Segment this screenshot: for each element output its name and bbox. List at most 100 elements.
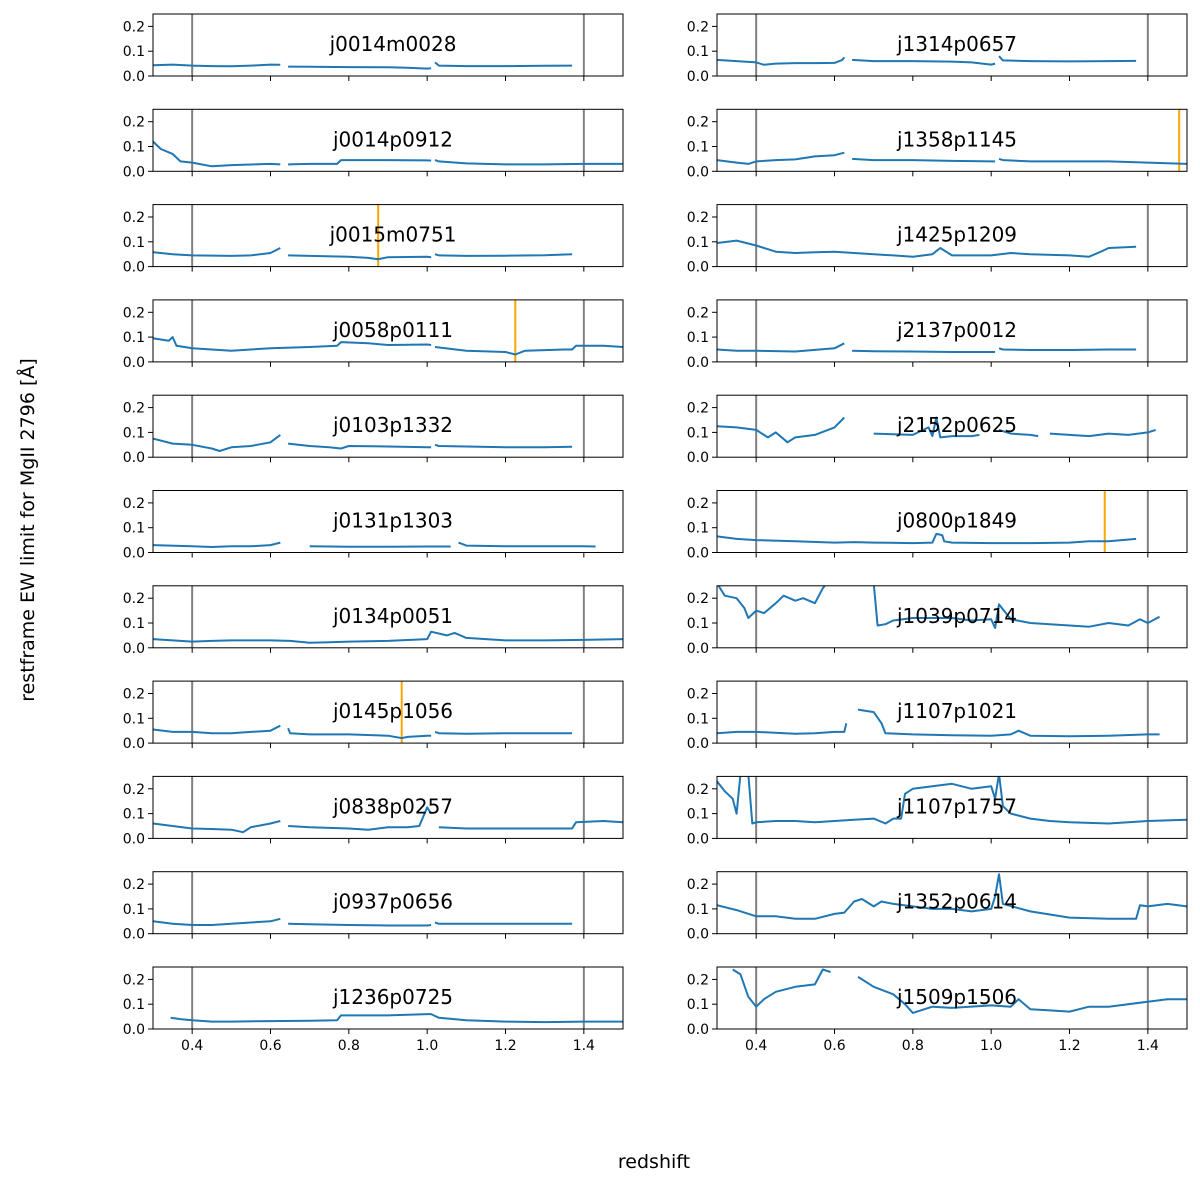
y-tick-label: 0.0 xyxy=(123,260,145,276)
y-tick-label: 0.0 xyxy=(687,69,709,85)
y-tick-label: 0.1 xyxy=(123,235,145,251)
panel-frame xyxy=(152,204,624,268)
y-axis-title: restframe EW limit for MgII 2796 [Å] xyxy=(16,358,39,702)
x-tick-label: 0.4 xyxy=(181,1038,203,1054)
panel-frame xyxy=(716,585,1188,649)
series-line xyxy=(287,442,432,450)
series-line xyxy=(153,630,623,644)
series-line xyxy=(153,434,281,452)
y-tick-label: 0.0 xyxy=(687,736,709,752)
panel-frame xyxy=(716,299,1188,363)
panel-title: j0838p0257 xyxy=(332,794,453,818)
series-line xyxy=(288,65,432,70)
panel-j1509p1506: 0.0 0.1 0.2 0.4 0.6 0.8 1.0 1.2 1.4 j1509p1506 xyxy=(687,966,1188,1054)
series-line xyxy=(852,58,996,66)
series-line xyxy=(434,730,573,735)
series-line xyxy=(717,585,827,619)
plot-area xyxy=(717,14,1149,76)
plot-area xyxy=(153,14,585,76)
panel-title: j1236p0725 xyxy=(332,985,453,1009)
panel-title: j1352p0614 xyxy=(896,890,1017,914)
plot-area xyxy=(170,967,623,1029)
series-line xyxy=(998,55,1137,63)
series-line xyxy=(717,873,1187,920)
y-tick-label: 0.0 xyxy=(123,164,145,180)
series-line xyxy=(309,545,451,548)
series-line xyxy=(434,921,573,925)
panel-j0838p0257: 0.0 0.1 0.2 j0838p0257 xyxy=(123,775,624,847)
panel-frame xyxy=(716,680,1188,744)
panel-frame xyxy=(716,108,1188,172)
plot-area xyxy=(717,871,1187,934)
panel-title: j0103p1332 xyxy=(332,413,453,437)
panel-title: j1107p1757 xyxy=(896,794,1017,818)
panel-frame xyxy=(152,13,624,77)
y-tick-label: 0.0 xyxy=(123,831,145,847)
y-tick-label: 0.2 xyxy=(687,115,709,131)
panel-j1314p0657: 0.0 0.1 0.2 j1314p0657 xyxy=(687,13,1188,85)
x-tick-label: 1.0 xyxy=(980,1038,1002,1054)
panel-title: j0014m0028 xyxy=(329,32,457,56)
plot-area xyxy=(153,585,623,648)
panel-j0014p0912: 0.0 0.1 0.2 j0014p0912 xyxy=(123,108,624,180)
y-tick-label: 0.1 xyxy=(687,616,709,632)
y-tick-label: 0.2 xyxy=(123,972,145,988)
panel-j2137p0012: 0.0 0.1 0.2 j2137p0012 xyxy=(687,299,1188,371)
y-tick-label: 0.0 xyxy=(687,355,709,371)
y-tick-label: 0.2 xyxy=(687,782,709,798)
panel-title: j0145p1056 xyxy=(332,699,453,723)
y-tick-label: 0.2 xyxy=(123,496,145,512)
series-line xyxy=(873,416,980,439)
plot-area xyxy=(732,967,1187,1029)
series-line xyxy=(288,806,432,831)
series-line xyxy=(857,976,1187,1014)
x-tick-label: 1.2 xyxy=(494,1038,516,1054)
series-line xyxy=(153,336,432,352)
panel-j1107p1021: 0.0 0.1 0.2 j1107p1021 xyxy=(687,680,1188,752)
panel-title: j1039p0714 xyxy=(896,604,1017,628)
panel-j1107p1757: 0.0 0.1 0.2 j1107p1757 xyxy=(687,775,1188,847)
y-tick-label: 0.0 xyxy=(687,927,709,943)
series-line xyxy=(717,723,848,735)
panel-title: j0058p0111 xyxy=(332,318,453,342)
x-tick-label: 0.6 xyxy=(259,1038,281,1054)
y-tick-label: 0.1 xyxy=(123,330,145,346)
y-tick-label: 0.2 xyxy=(687,591,709,607)
panel-j0937p0656: 0.0 0.1 0.2 j0937p0656 xyxy=(123,871,624,943)
series-line xyxy=(153,541,281,548)
y-tick-label: 0.2 xyxy=(123,687,145,703)
y-tick-label: 0.0 xyxy=(123,450,145,466)
panel-j1425p1209: 0.0 0.1 0.2 j1425p1209 xyxy=(687,204,1188,276)
y-tick-label: 0.1 xyxy=(123,425,145,441)
series-line xyxy=(717,416,846,444)
plot-area xyxy=(717,204,1149,267)
series-line xyxy=(458,541,596,548)
y-tick-label: 0.2 xyxy=(687,877,709,893)
series-line xyxy=(288,254,432,261)
y-tick-label: 0.0 xyxy=(687,831,709,847)
series-line xyxy=(153,63,281,68)
panel-frame xyxy=(716,871,1188,935)
plot-area xyxy=(717,299,1149,362)
panel-j1236p0725: 0.0 0.1 0.2 0.4 0.6 0.8 1.0 1.2 1.4 j1236p0725 xyxy=(123,966,624,1054)
series-line xyxy=(153,140,281,168)
y-tick-label: 0.2 xyxy=(687,401,709,417)
plot-area xyxy=(153,109,623,172)
y-tick-label: 0.2 xyxy=(687,19,709,35)
panel-frame xyxy=(716,394,1188,458)
panel-title: j2152p0625 xyxy=(896,413,1017,437)
panel-frame xyxy=(152,108,624,172)
y-tick-label: 0.2 xyxy=(123,591,145,607)
y-tick-label: 0.2 xyxy=(687,210,709,226)
series-line xyxy=(153,724,281,735)
series-line xyxy=(434,344,623,356)
y-tick-label: 0.2 xyxy=(123,305,145,321)
y-tick-label: 0.1 xyxy=(123,616,145,632)
y-tick-label: 0.2 xyxy=(123,401,145,417)
series-line xyxy=(998,347,1137,351)
x-tick-label: 0.6 xyxy=(823,1038,845,1054)
series-line xyxy=(434,159,623,166)
panel-frame xyxy=(152,299,624,363)
panel-title: j0937p0656 xyxy=(332,890,453,914)
